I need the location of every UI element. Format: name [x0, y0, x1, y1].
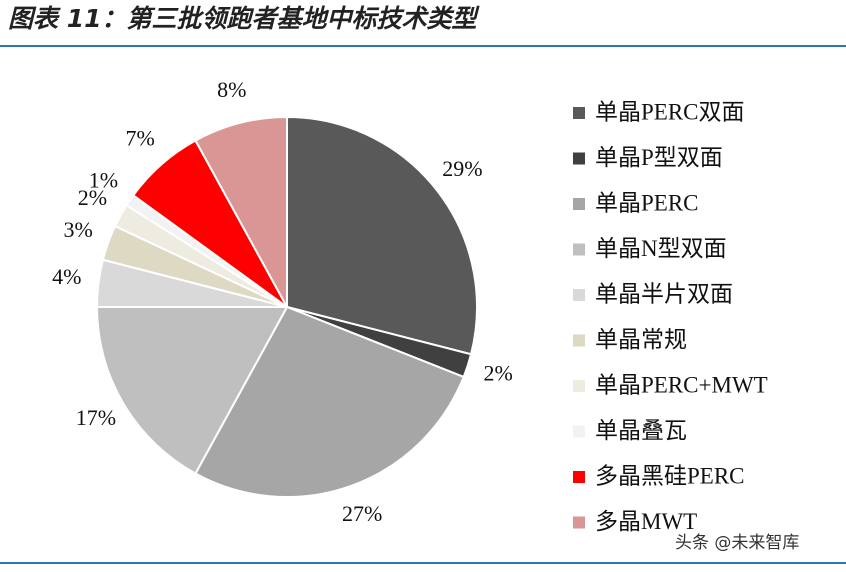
pie-slice — [194, 305, 465, 498]
legend-label: 单晶半片双面 — [595, 281, 733, 306]
legend-swatch — [573, 243, 585, 256]
legend-swatch — [573, 471, 585, 483]
legend-label: 单晶PERC双面 — [595, 99, 745, 124]
pie-slice — [286, 115, 478, 356]
legend-label: 多晶黑硅PERC — [595, 463, 745, 488]
legend-label: 单晶常规 — [595, 327, 687, 352]
legend-label: 多晶MWT — [595, 509, 697, 534]
legend-swatch — [573, 107, 585, 119]
legend-swatch — [573, 152, 585, 165]
legend-label: 单晶PERC+MWT — [595, 372, 768, 397]
data-label: 2% — [483, 361, 512, 386]
data-label: 1% — [89, 167, 118, 192]
data-label: 4% — [52, 264, 81, 289]
chart-title: 图表 11：第三批领跑者基地中标技术类型 — [8, 4, 480, 33]
legend-label: 单晶N型双面 — [595, 236, 727, 261]
legend-swatch — [573, 516, 585, 529]
pie-slice — [95, 306, 289, 475]
legend-swatch — [573, 380, 585, 392]
legend-label: 单晶P型双面 — [595, 145, 723, 170]
legend-swatch — [573, 289, 585, 301]
data-label: 2% — [78, 185, 107, 210]
data-label: 29% — [442, 156, 482, 181]
legend-swatch — [573, 198, 585, 210]
data-label: 27% — [342, 501, 382, 526]
legend-swatch — [573, 425, 585, 438]
pie-slice — [194, 115, 288, 308]
legend-swatch — [573, 334, 585, 347]
data-label: 3% — [63, 217, 92, 242]
legend-label: 单晶PERC — [595, 190, 699, 215]
legend-label: 单晶叠瓦 — [595, 418, 687, 443]
data-label: 8% — [217, 77, 246, 102]
data-label: 17% — [76, 405, 116, 430]
data-label: 7% — [126, 126, 155, 151]
watermark: 头条 @未来智库 — [675, 533, 799, 553]
